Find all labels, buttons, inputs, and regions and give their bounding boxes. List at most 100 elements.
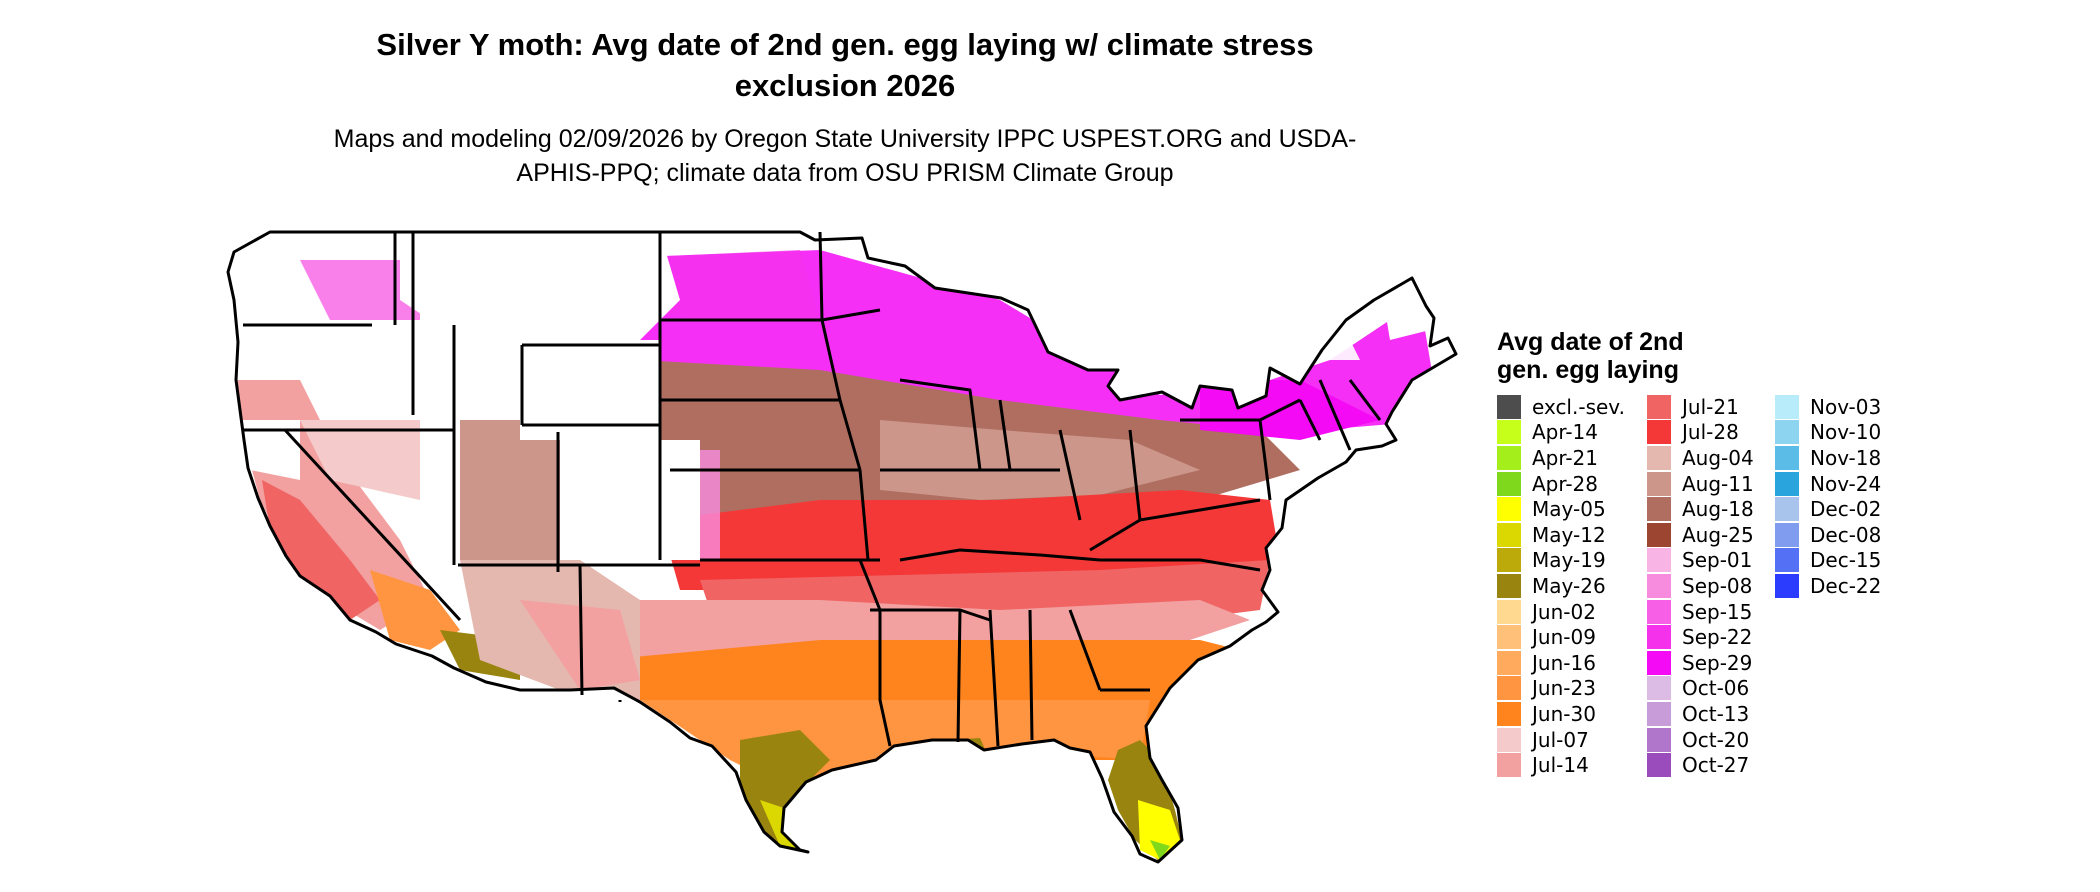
legend-item: Jun-23 [1497,676,1625,702]
legend-swatch [1497,727,1521,752]
legend-item: Oct-20 [1647,727,1754,753]
legend-label: Oct-06 [1682,676,1750,701]
legend-item: Jun-02 [1497,599,1625,625]
legend-swatch [1497,676,1521,701]
legend-swatch [1647,471,1671,496]
legend-swatch [1497,701,1521,726]
legend-label: Jun-02 [1532,599,1596,624]
legend-item: Sep-01 [1647,548,1754,574]
legend-swatch [1497,522,1521,547]
legend-label: Oct-27 [1682,753,1750,778]
legend-swatch [1497,548,1521,573]
legend-column: Jul-21 Jul-28 Aug-04 Aug-11 Aug-18 Aug-25 Sep-… [1647,394,1754,778]
legend-label: Jul-21 [1682,394,1739,419]
legend-label: Nov-24 [1810,471,1882,496]
legend-label: Jul-07 [1532,727,1589,752]
legend-item: Jun-09 [1497,624,1625,650]
legend-item: Dec-22 [1775,573,1881,599]
legend-swatch [1497,420,1521,445]
legend-swatch [1497,599,1521,624]
legend-swatch [1647,573,1671,598]
legend-label: Dec-08 [1810,522,1882,547]
legend-swatch [1775,548,1799,573]
legend-column: Nov-03 Nov-10 Nov-18 Nov-24 Dec-02 Dec-08 Dec-… [1775,394,1881,599]
legend-item: Aug-11 [1647,471,1754,497]
legend-swatch [1647,650,1671,675]
legend-label: May-26 [1532,573,1606,598]
legend-swatch [1647,548,1671,573]
legend-label: May-19 [1532,548,1606,573]
legend-title: Avg date of 2nd gen. egg laying [1497,328,1684,384]
legend-item: Aug-18 [1647,496,1754,522]
legend-label: May-12 [1532,522,1606,547]
legend-swatch [1775,522,1799,547]
legend-item: May-26 [1497,573,1625,599]
legend-swatch [1647,445,1671,470]
legend-label: Jun-23 [1532,676,1596,701]
legend-swatch [1647,701,1671,726]
legend-swatch [1775,497,1799,522]
legend-label: Aug-04 [1682,445,1754,470]
legend-item: Nov-10 [1775,420,1881,446]
legend-label: Aug-25 [1682,522,1754,547]
legend-label: Sep-08 [1682,573,1753,598]
legend-item: Jul-28 [1647,420,1754,446]
legend-swatch [1775,420,1799,445]
legend-item: excl.-sev. [1497,394,1625,420]
legend-swatch [1647,753,1671,778]
legend-item: May-12 [1497,522,1625,548]
legend-swatch [1647,599,1671,624]
legend-swatch [1775,445,1799,470]
legend-swatch [1647,394,1671,419]
legend-item: Sep-15 [1647,599,1754,625]
legend-label: Dec-22 [1810,573,1882,598]
legend-item: Aug-25 [1647,522,1754,548]
legend-label: Nov-03 [1810,394,1882,419]
legend-item: Sep-08 [1647,573,1754,599]
legend-item: May-05 [1497,496,1625,522]
legend-swatch [1647,727,1671,752]
legend-item: Jun-30 [1497,701,1625,727]
legend-swatch [1497,471,1521,496]
legend-swatch [1497,573,1521,598]
legend-item: Nov-03 [1775,394,1881,420]
legend-label: Aug-18 [1682,497,1754,522]
legend-item: Oct-13 [1647,701,1754,727]
legend-swatch [1497,753,1521,778]
legend-label: Apr-21 [1532,445,1598,470]
legend-item: Jul-07 [1497,727,1625,753]
legend-label: May-05 [1532,497,1606,522]
legend-swatch [1775,573,1799,598]
legend-swatch [1647,522,1671,547]
legend-label: Aug-11 [1682,471,1754,496]
legend-label: Jun-09 [1532,625,1596,650]
legend-item: Apr-28 [1497,471,1625,497]
legend-item: Dec-15 [1775,548,1881,574]
legend-item: Sep-29 [1647,650,1754,676]
legend-label: Nov-10 [1810,420,1882,445]
legend-label: Dec-15 [1810,548,1882,573]
legend-swatch [1775,471,1799,496]
legend-label: Dec-02 [1810,497,1882,522]
legend-item: Dec-02 [1775,496,1881,522]
legend-item: Dec-08 [1775,522,1881,548]
legend-label: Nov-18 [1810,445,1882,470]
legend-label: Oct-20 [1682,727,1750,752]
state-borders [226,230,1458,864]
map-title: Silver Y moth: Avg date of 2nd gen. egg … [376,27,1314,103]
legend-column: excl.-sev. Apr-14 Apr-21 Apr-28 May-05 May-12… [1497,394,1625,778]
legend-item: May-19 [1497,548,1625,574]
legend-item: Oct-27 [1647,752,1754,778]
legend-item: Apr-21 [1497,445,1625,471]
legend-swatch [1497,625,1521,650]
legend-item: Nov-18 [1775,445,1881,471]
map-subtitle: Maps and modeling 02/09/2026 by Oregon S… [333,125,1357,187]
legend-label: Apr-28 [1532,471,1598,496]
legend-swatch [1647,625,1671,650]
legend-item: Aug-04 [1647,445,1754,471]
legend-swatch [1647,420,1671,445]
legend-swatch [1497,497,1521,522]
legend-swatch [1775,394,1799,419]
legend-swatch [1647,497,1671,522]
